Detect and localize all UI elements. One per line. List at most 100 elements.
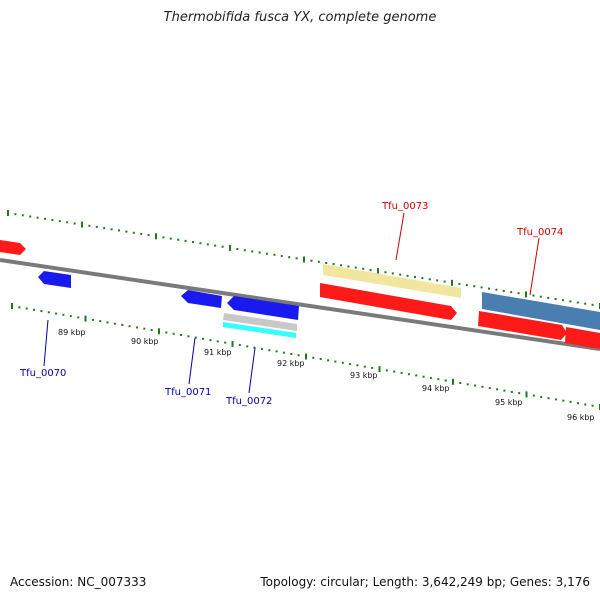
- outer-track-minor-tick: [310, 259, 313, 262]
- inner-track-minor-tick: [437, 378, 440, 381]
- inner-track-minor-tick: [282, 351, 285, 354]
- inner-track-major-tick: [452, 378, 454, 385]
- outer-track-minor-tick: [391, 272, 394, 275]
- scale-label-95kbp: 95 kbp: [495, 398, 523, 407]
- inner-track-minor-tick: [415, 374, 418, 377]
- feature-tfu-0072-misc[interactable]: [223, 313, 297, 331]
- outer-track-minor-tick: [192, 241, 194, 244]
- feature-tfu-0072-cds[interactable]: [227, 296, 299, 320]
- gene-label-tfu-0070[interactable]: Tfu_0070: [19, 368, 66, 379]
- outer-track-minor-tick: [58, 220, 61, 223]
- inner-track-minor-tick: [474, 384, 477, 387]
- feature-tfu-0073-cds[interactable]: [320, 283, 457, 320]
- inner-track-minor-tick: [488, 387, 491, 390]
- map-title: Thermobifida fusca YX, complete genome: [163, 10, 437, 25]
- feature-cds-right-edge[interactable]: [565, 327, 600, 349]
- outer-track-minor-tick: [273, 253, 276, 256]
- outer-track-minor-tick: [251, 250, 254, 253]
- outer-track-minor-tick: [88, 224, 91, 227]
- outer-track-minor-tick: [488, 287, 490, 290]
- inner-track-minor-tick: [569, 400, 572, 403]
- inner-track-minor-tick: [312, 356, 315, 359]
- scale-label-92kbp: 92 kbp: [277, 359, 305, 368]
- inner-track-minor-tick: [135, 326, 138, 329]
- outer-track-minor-tick: [95, 225, 98, 228]
- gene-label-tfu-0073[interactable]: Tfu_0073: [381, 201, 428, 212]
- outer-track-minor-tick: [147, 234, 150, 237]
- gene-label-tfu-0071[interactable]: Tfu_0071: [164, 387, 211, 398]
- inner-track-minor-tick: [224, 341, 227, 344]
- outer-track-major-tick: [229, 244, 231, 251]
- outer-track-minor-tick: [584, 302, 587, 305]
- outer-track-minor-tick: [221, 245, 224, 248]
- outer-track-minor-tick: [66, 221, 69, 224]
- topology-value: circular: [320, 575, 365, 589]
- inner-track-minor-tick: [540, 395, 543, 398]
- outer-track-minor-tick: [258, 251, 261, 254]
- outer-track-minor-tick: [184, 239, 187, 242]
- outer-track-minor-tick: [510, 291, 513, 294]
- inner-track-minor-tick: [77, 316, 80, 319]
- inner-track-minor-tick: [591, 404, 594, 407]
- inner-track-major-tick: [231, 340, 234, 347]
- inner-track-minor-tick: [99, 320, 102, 323]
- outer-track-minor-tick: [547, 296, 550, 299]
- inner-track-minor-tick: [297, 354, 300, 357]
- outer-track-minor-tick: [406, 274, 409, 277]
- genome-backbone: [0, 258, 600, 351]
- inner-track-minor-tick: [577, 402, 579, 405]
- inner-track-minor-tick: [143, 327, 146, 330]
- inner-track-minor-tick: [327, 359, 330, 362]
- inner-track-minor-tick: [562, 399, 565, 402]
- inner-track-minor-tick: [466, 383, 469, 386]
- outer-track-minor-tick: [362, 267, 365, 270]
- inner-track-minor-tick: [113, 322, 116, 325]
- outer-track-minor-tick: [480, 286, 483, 289]
- outer-track-minor-tick: [169, 237, 172, 240]
- gene-label-tfu-0072[interactable]: Tfu_0072: [225, 396, 272, 407]
- outer-track-major-tick: [525, 291, 527, 298]
- accession-value: NC_007333: [77, 575, 147, 589]
- feature-tfu-0074-gene[interactable]: [482, 292, 600, 330]
- outer-track-minor-tick: [569, 300, 572, 303]
- inner-track-minor-tick: [422, 375, 425, 378]
- length-value: 3,642,249 bp: [421, 575, 502, 589]
- inner-track-minor-tick: [547, 397, 550, 400]
- outer-track-minor-tick: [532, 294, 535, 297]
- gene-label-tfu-0074[interactable]: Tfu_0074: [516, 227, 563, 238]
- inner-track-minor-tick: [481, 385, 484, 388]
- feature-tfu-0074-cds[interactable]: [478, 311, 567, 340]
- tfu-0070-leader: [43, 319, 49, 367]
- inner-track-major-tick: [525, 391, 528, 398]
- inner-track-minor-tick: [18, 306, 21, 309]
- feature-cds-left-edge[interactable]: [0, 240, 26, 255]
- tfu-0074-leader: [529, 237, 540, 296]
- inner-track-minor-tick: [253, 346, 256, 349]
- inner-track-minor-tick: [393, 370, 396, 373]
- outer-track-minor-tick: [288, 256, 291, 259]
- feature-tfu-0072-region[interactable]: [223, 322, 296, 338]
- feature-tfu-0070-cds[interactable]: [38, 271, 71, 288]
- outer-track-minor-tick: [177, 238, 180, 241]
- inner-track-minor-tick: [341, 361, 344, 364]
- genes-label: Genes:: [509, 575, 552, 589]
- length-label: Length:: [372, 575, 419, 589]
- inner-track-minor-tick: [385, 369, 388, 372]
- feature-tfu-0073-misc[interactable]: [323, 264, 461, 298]
- inner-track-minor-tick: [180, 334, 182, 336]
- inner-track-major-tick: [378, 366, 381, 373]
- inner-track-minor-tick: [459, 382, 462, 384]
- scale-label-93kbp: 93 kbp: [350, 371, 378, 380]
- inner-track-major-tick: [84, 315, 87, 322]
- scale-label-96kbp: 96 kbp: [567, 413, 595, 422]
- outer-track-minor-tick: [436, 279, 439, 282]
- outer-track-minor-tick: [591, 303, 594, 306]
- outer-track-minor-tick: [554, 298, 557, 300]
- outer-track-minor-tick: [214, 244, 217, 247]
- inner-track-minor-tick: [62, 313, 65, 316]
- inner-track-minor-tick: [584, 403, 587, 406]
- outer-track-minor-tick: [473, 285, 476, 288]
- feature-tfu-0071-cds[interactable]: [181, 290, 222, 308]
- outer-track-minor-tick: [495, 288, 498, 291]
- outer-track-minor-tick: [266, 252, 268, 255]
